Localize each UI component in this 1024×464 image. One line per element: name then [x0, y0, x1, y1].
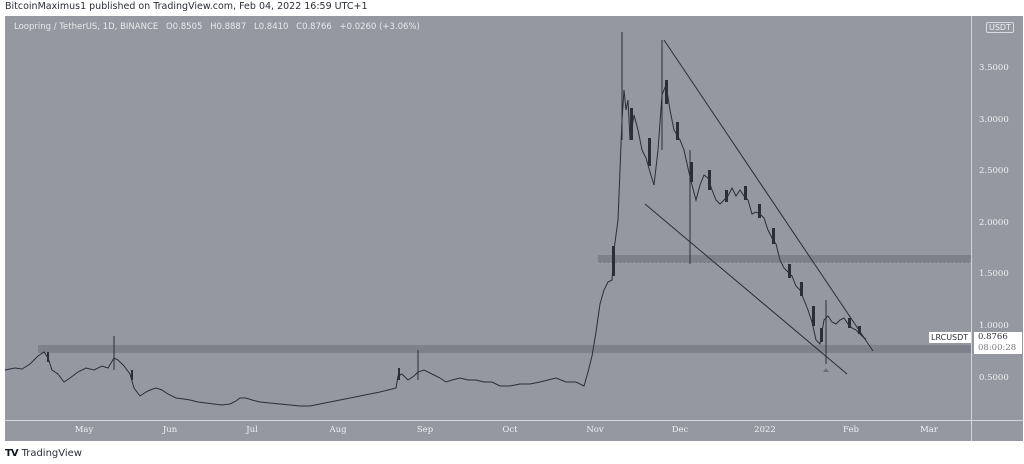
x-tick: Nov [586, 425, 604, 435]
low-marker [823, 368, 829, 372]
y-tick: 2.5000 [979, 166, 1009, 176]
tradingview-logo[interactable]: TV TradingView [5, 448, 82, 459]
wedge-upper-line [663, 39, 874, 352]
x-tick: Oct [502, 425, 518, 435]
symbol-price-tag: LRCUSDT [929, 332, 971, 343]
last-price: 0.8766 [978, 332, 1008, 342]
y-tick: 0.5000 [979, 373, 1009, 383]
ohlc-open: O0.8505 [165, 22, 203, 32]
y-tick: 1.0000 [979, 321, 1009, 331]
x-tick: Aug [329, 425, 347, 435]
ohlc-high: H0.8887 [210, 22, 247, 32]
x-tick: 2022 [754, 425, 776, 435]
x-tick: May [74, 425, 94, 435]
y-tick: 2.0000 [979, 218, 1009, 228]
publisher-line: BitcoinMaximus1 published on TradingView… [5, 1, 368, 12]
time-axis-divider [5, 420, 1023, 421]
y-tick: 3.5000 [979, 63, 1009, 73]
last-price-tag: 0.8766 08:00:28 [974, 332, 1022, 354]
x-tick: Feb [843, 425, 859, 435]
symbol-title: Loopring / TetherUS, 1D, BINANCE [14, 22, 159, 32]
x-tick: Sep [416, 425, 434, 435]
x-tick: Dec [671, 425, 689, 435]
x-tick: Jul [246, 425, 258, 435]
price-axis-divider [971, 16, 972, 441]
tradingview-logo-icon: TV [5, 448, 19, 459]
symbol-legend: Loopring / TetherUS, 1D, BINANCE O0.8505… [14, 22, 425, 32]
y-tick: 3.0000 [979, 115, 1009, 125]
ohlc-close: C0.8766 [296, 22, 332, 32]
support-zone [38, 345, 971, 353]
currency-label[interactable]: USDT [986, 22, 1014, 33]
x-tick: Mar [920, 425, 938, 435]
ohlc-low: L0.8410 [253, 22, 289, 32]
price-change: +0.0260 (+3.06%) [339, 22, 420, 32]
wedge-lower-line [644, 203, 848, 375]
tradingview-logo-text: TradingView [21, 448, 82, 459]
y-tick: 1.5000 [979, 269, 1009, 279]
resistance-zone [598, 255, 971, 263]
chart-pane[interactable] [5, 16, 1023, 441]
x-tick: Jun [162, 425, 178, 435]
bar-countdown: 08:00:28 [978, 343, 1017, 353]
candles [4, 83, 867, 407]
